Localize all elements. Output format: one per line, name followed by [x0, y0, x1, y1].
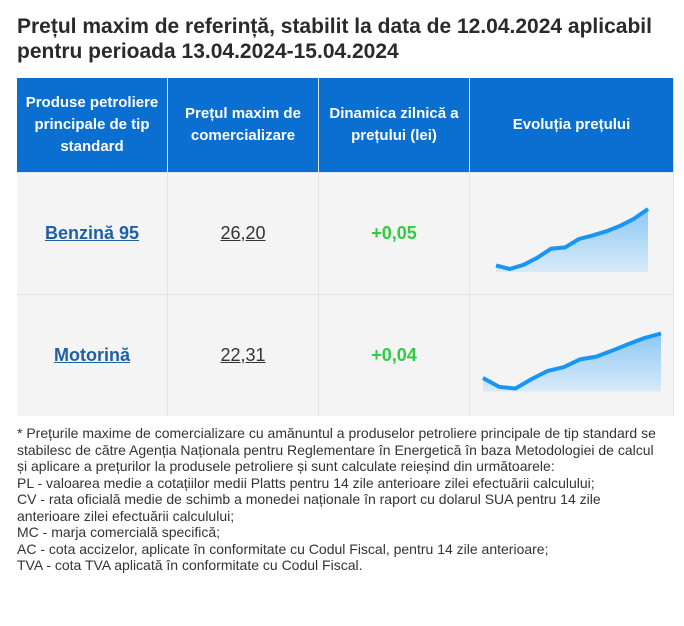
footnote-line: MC - marja comercială specifică;: [17, 524, 221, 540]
footnote-line: * Prețurile maxime de comercializare cu …: [17, 425, 656, 474]
delta-value: +0,04: [371, 345, 417, 365]
table-row: Motorină 22,31 +0,04: [17, 294, 674, 416]
sparkline-chart: [481, 331, 662, 391]
sparkline-line: [481, 331, 662, 390]
footnote-line: TVA - cota TVA aplicată în conformitate …: [17, 557, 363, 573]
header-product: Produse petroliere principale de tip sta…: [17, 78, 168, 173]
footnote-line: AC - cota accizelor, aplicate în conform…: [17, 540, 549, 557]
product-link[interactable]: Benzină 95: [44, 223, 140, 243]
header-trend: Evoluția prețului: [469, 78, 674, 173]
product-link[interactable]: Motorină: [54, 345, 130, 365]
footnote-line: CV - rata oficială medie de schimb a mon…: [17, 491, 601, 524]
footnote: * Prețurile maxime de comercializare cu …: [17, 425, 667, 574]
header-price: Prețul maxim de comercializare: [167, 78, 319, 173]
price-value[interactable]: 26,20: [220, 223, 266, 243]
header-delta: Dinamica zilnică a prețului (lei): [318, 78, 470, 173]
price-value[interactable]: 22,31: [220, 345, 266, 365]
sparkline-area: [482, 333, 661, 391]
table-row: Benzină 95 26,20 +0,05: [17, 172, 674, 295]
sparkline-chart: [494, 206, 649, 272]
delta-value: +0,05: [371, 223, 417, 243]
sparkline-area: [495, 208, 648, 272]
footnote-line: PL - valoarea medie a cotațiilor medii P…: [17, 474, 595, 491]
page-title: Prețul maxim de referință, stabilit la d…: [17, 15, 652, 63]
price-table: Produse petroliere principale de tip sta…: [17, 78, 674, 416]
sparkline-line: [494, 206, 649, 271]
